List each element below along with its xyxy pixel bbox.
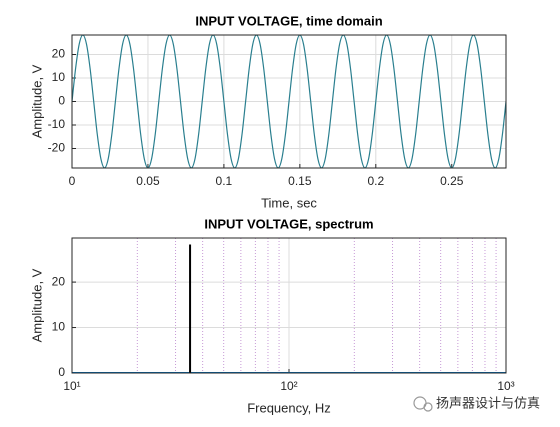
- y-tick-label: 10: [52, 320, 66, 334]
- x-tick-label: 0.15: [288, 174, 312, 188]
- x-tick-label: 10³: [497, 379, 514, 393]
- watermark-icon: [423, 402, 433, 412]
- y-axis-label: Amplitude, V: [29, 64, 44, 138]
- y-axis-label: Amplitude, V: [29, 268, 44, 342]
- x-tick-label: 0: [69, 174, 76, 188]
- data-line: [72, 35, 506, 168]
- x-tick-label: 0.25: [440, 174, 464, 188]
- x-axis-label: Time, sec: [261, 195, 317, 210]
- x-tick-label: 10¹: [63, 379, 80, 393]
- chart-title: INPUT VOLTAGE, spectrum: [204, 216, 373, 231]
- y-tick-label: -10: [48, 117, 66, 131]
- x-tick-label: 0.1: [216, 174, 233, 188]
- watermark-text: 扬声器设计与仿真: [436, 395, 540, 410]
- y-tick-label: 0: [58, 94, 65, 108]
- x-tick-label: 0.05: [136, 174, 160, 188]
- x-tick-label: 0.2: [367, 174, 384, 188]
- y-tick-label: 20: [52, 47, 66, 61]
- axes: 10¹ 10² 10³ 0 10 20 INPUT VOLTAGE, spectrum Fre…: [29, 216, 514, 415]
- y-tick-label: 10: [52, 70, 66, 84]
- y-tick-label: 20: [52, 274, 66, 288]
- y-tick-label: -20: [48, 141, 66, 155]
- axes: 0 0.05 0.1 0.15 0.2 0.25 -20 -10 0 10 20 INPUT VOLT…: [29, 13, 507, 210]
- x-tick-label: 10²: [280, 379, 297, 393]
- x-axis-label: Frequency, Hz: [247, 400, 331, 415]
- y-tick-label: 0: [58, 365, 65, 379]
- watermark: 扬声器设计与仿真: [413, 395, 540, 412]
- chart-title: INPUT VOLTAGE, time domain: [195, 13, 382, 28]
- axes-box: [71, 237, 507, 374]
- axes-box: [71, 34, 507, 169]
